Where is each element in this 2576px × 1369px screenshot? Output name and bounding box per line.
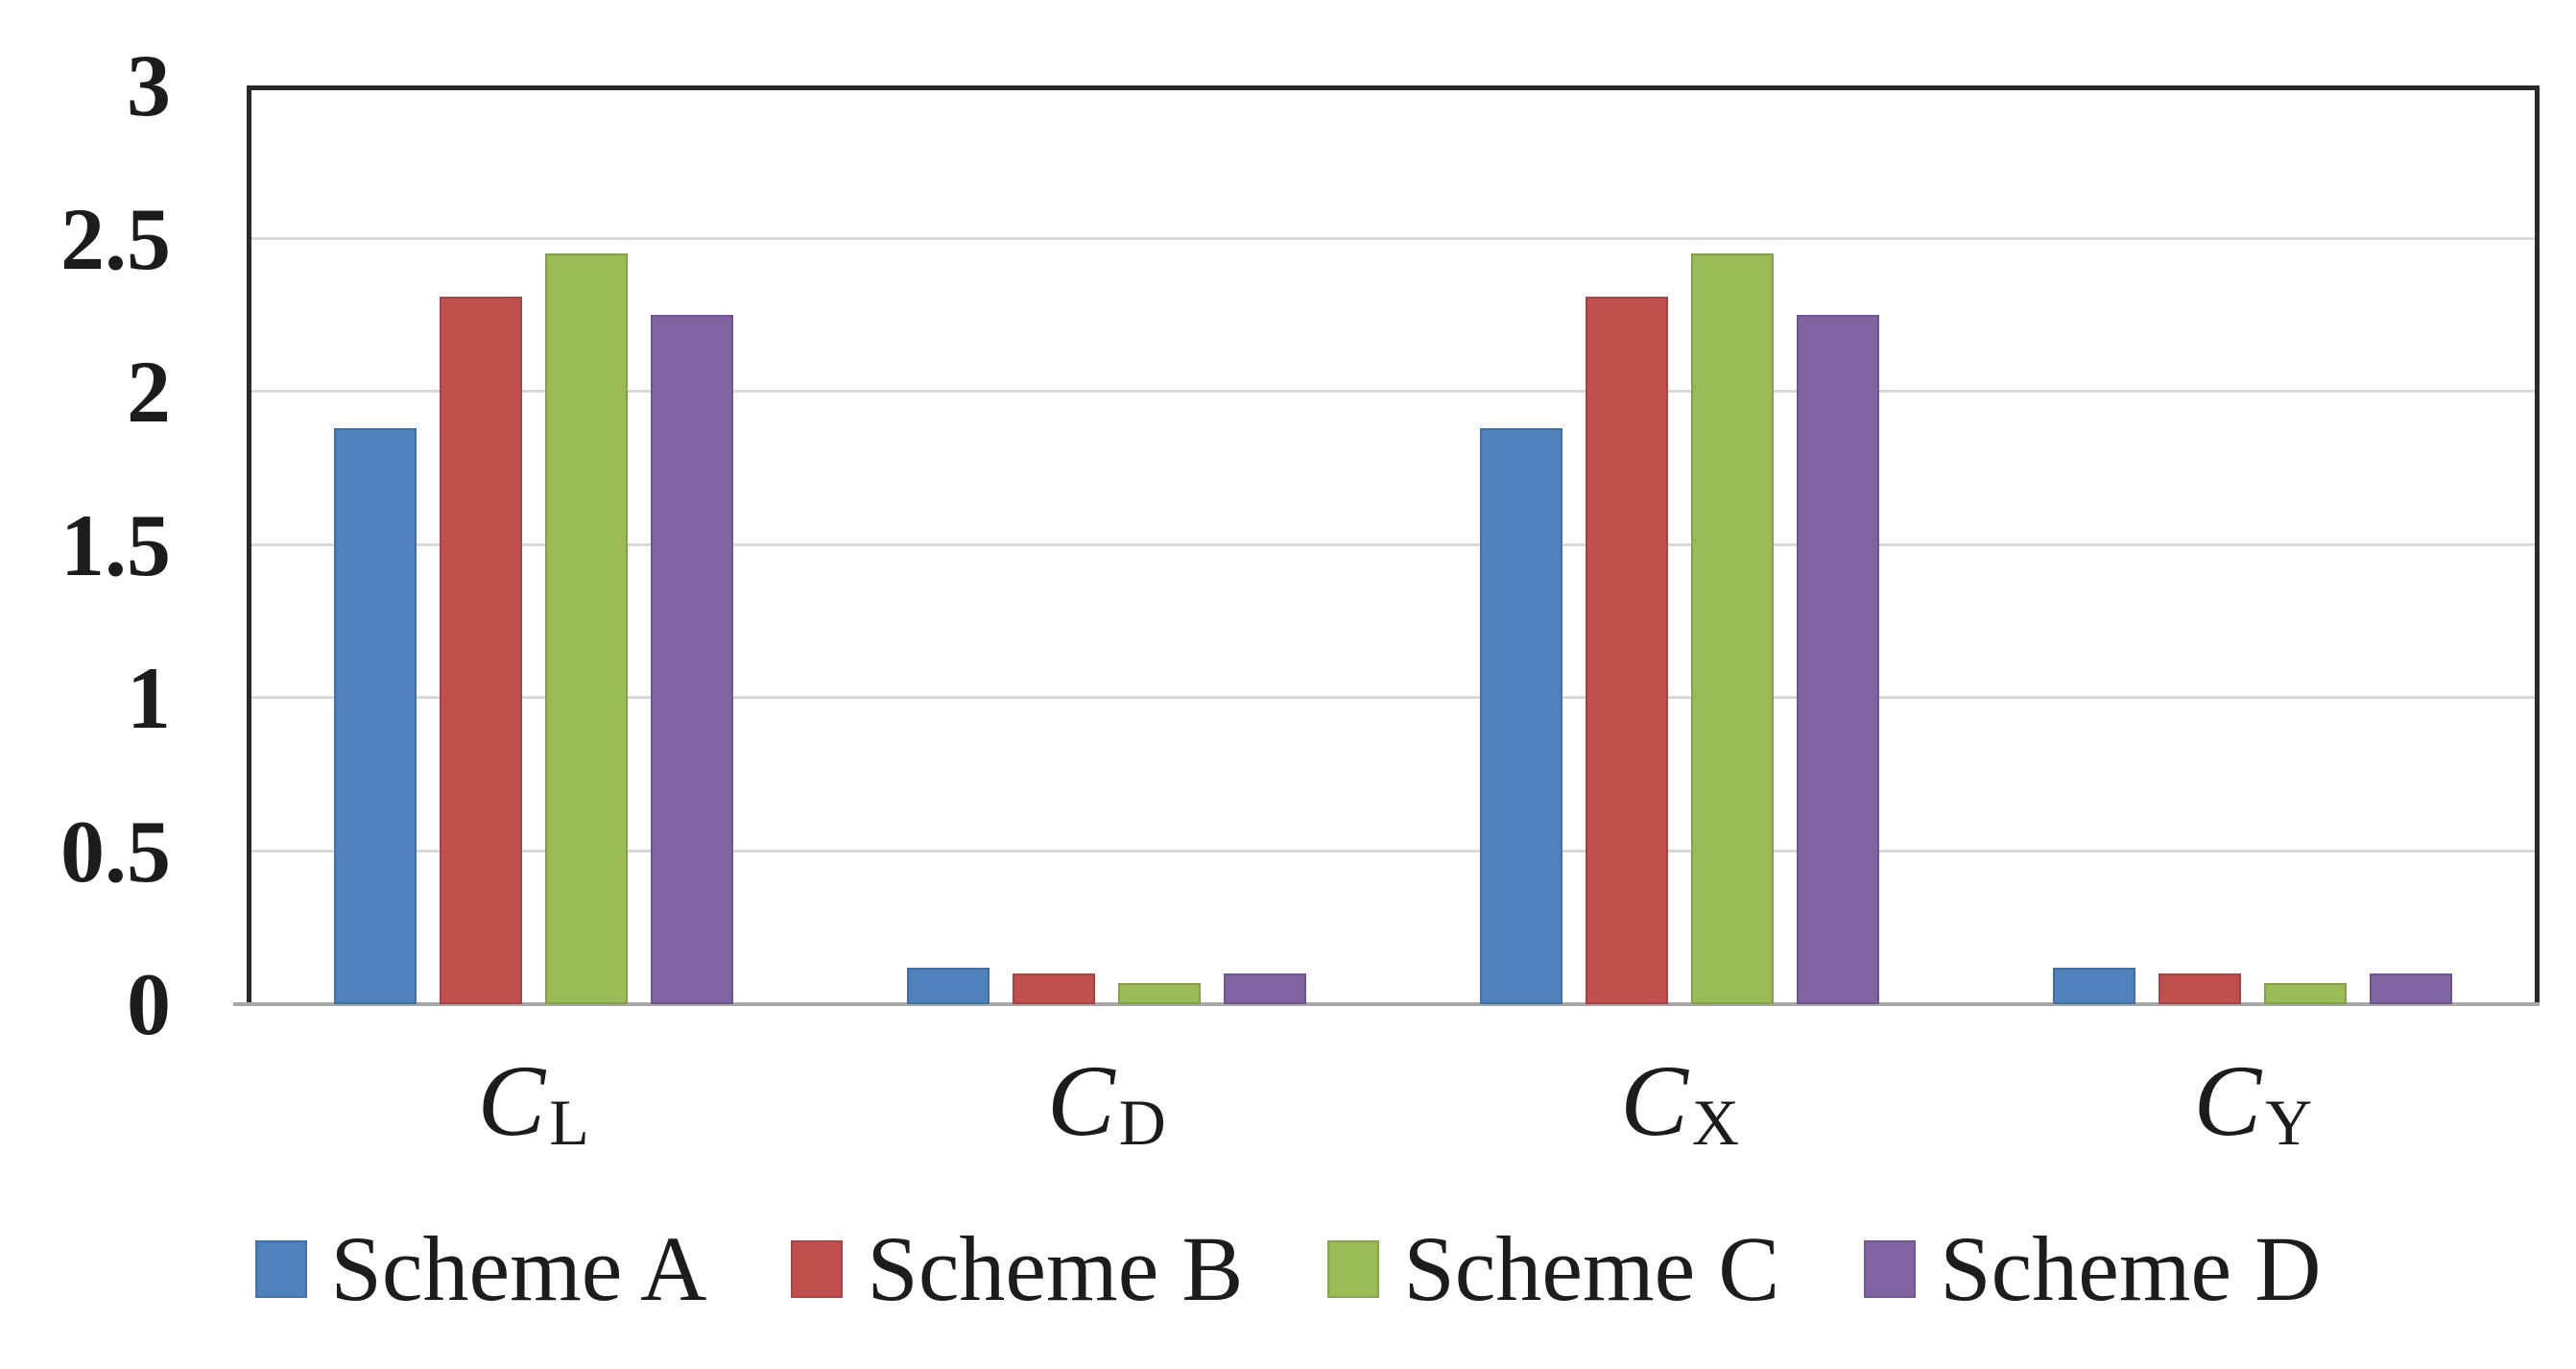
y-tick-label: 0 — [127, 955, 171, 1053]
bar-scheme-a-CY — [2053, 967, 2136, 1004]
bar-scheme-d-CY — [2370, 973, 2453, 1004]
bar-scheme-a-CL — [333, 428, 417, 1004]
legend-marker-icon — [1864, 1240, 1917, 1298]
category-label-main: C — [1620, 1045, 1688, 1157]
legend-item-scheme-a: Scheme A — [254, 1217, 707, 1320]
bar-scheme-a-CD — [906, 967, 990, 1004]
category-label-CY: CY — [2193, 1048, 2312, 1165]
category-label-subscript: L — [549, 1086, 589, 1159]
legend-label: Scheme D — [1940, 1217, 2322, 1320]
bar-scheme-b-CL — [439, 297, 522, 1004]
bar-scheme-c-CL — [544, 253, 628, 1004]
legend-label: Scheme A — [330, 1217, 707, 1320]
y-tick-label: 2 — [127, 343, 171, 441]
legend-item-scheme-c: Scheme C — [1327, 1221, 1779, 1317]
bar-scheme-b-CD — [1012, 973, 1095, 1004]
gridline — [251, 542, 2535, 546]
y-tick-label: 2.5 — [60, 189, 171, 288]
legend-item-scheme-b: Scheme B — [791, 1221, 1243, 1317]
bar-scheme-c-CX — [1691, 253, 1775, 1004]
legend-marker-icon — [791, 1240, 844, 1298]
category-label-subscript: Y — [2265, 1086, 2313, 1159]
legend-item-scheme-d: Scheme D — [1864, 1221, 2321, 1317]
bar-scheme-a-CX — [1480, 428, 1563, 1004]
category-label-CX: CX — [1620, 1048, 1739, 1165]
bar-scheme-c-CY — [2264, 982, 2348, 1004]
category-label-subscript: D — [1118, 1086, 1166, 1159]
gridline — [251, 696, 2535, 699]
gridline — [251, 390, 2535, 393]
bar-scheme-d-CD — [1223, 973, 1306, 1004]
legend-label: Scheme B — [867, 1217, 1244, 1320]
category-label-CD: CD — [1047, 1048, 1166, 1165]
category-label-main: C — [1046, 1045, 1115, 1157]
plot-area — [247, 85, 2540, 1004]
gridline — [251, 849, 2535, 853]
y-tick-label: 1.5 — [60, 495, 171, 594]
legend-marker-icon — [1327, 1240, 1380, 1298]
x-axis-line — [233, 1002, 2540, 1006]
gridline — [251, 236, 2535, 240]
bar-scheme-d-CL — [650, 315, 733, 1004]
y-tick-label: 3 — [127, 36, 171, 134]
bar-scheme-b-CX — [1586, 297, 1669, 1004]
bar-scheme-b-CY — [2159, 973, 2242, 1004]
category-label-subscript: X — [1691, 1086, 1740, 1159]
category-label-main: C — [2193, 1045, 2262, 1157]
bar-scheme-c-CD — [1117, 982, 1201, 1004]
legend: Scheme A Scheme B Scheme C Scheme D — [0, 1221, 2576, 1317]
bar-scheme-d-CX — [1797, 315, 1880, 1004]
legend-label: Scheme C — [1403, 1217, 1780, 1320]
y-tick-label: 1 — [127, 649, 171, 747]
category-label-CL: CL — [478, 1048, 589, 1165]
category-label-main: C — [477, 1045, 546, 1157]
legend-marker-icon — [254, 1240, 307, 1298]
y-tick-label: 0.5 — [60, 802, 171, 901]
